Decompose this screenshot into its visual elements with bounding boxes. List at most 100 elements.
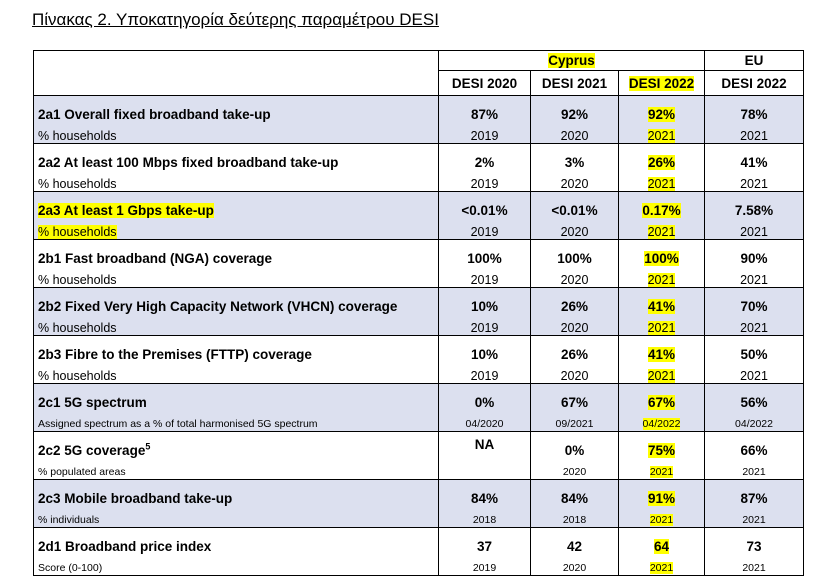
reference-year: 04/2020 (465, 417, 504, 430)
indicator-value: 84% (470, 491, 499, 506)
value-cell: 10% (438, 287, 531, 320)
reference-year: 2021 (742, 465, 766, 478)
unit-label: % populated areas (38, 465, 126, 478)
unit-label: % households (38, 320, 117, 335)
unit-label-cell: Assigned spectrum as a % of total harmon… (33, 416, 439, 432)
value-cell: 41% (704, 143, 805, 176)
indicator-value: 26% (647, 155, 676, 170)
unit-label-cell: Score (0-100) (33, 560, 439, 576)
reference-year: 2021 (647, 128, 676, 143)
indicator-value: NA (474, 437, 495, 452)
year-cell: 2021 (617, 128, 706, 144)
indicator-value: 70% (740, 299, 768, 314)
year-cell: 2021 (704, 176, 805, 192)
indicator-label-cell: 2a1 Overall fixed broadband take-up (33, 95, 439, 128)
indicator-label-cell: 2d1 Broadband price index (33, 527, 439, 560)
unit-label-cell: % individuals (33, 512, 439, 528)
table-subrow: % households 2019 2020 2021 2021 (33, 224, 805, 240)
reference-year: 2020 (560, 224, 589, 239)
indicator-value: 37 (476, 539, 493, 554)
table-row: 2c3 Mobile broadband take-up 84% 84% 91% 87% (33, 479, 805, 512)
reference-year: 2019 (470, 128, 499, 143)
value-cell: 100% (530, 239, 619, 272)
year-cell: 2020 (530, 560, 619, 576)
value-cell: 37 (438, 527, 531, 560)
table-subrow: Assigned spectrum as a % of total harmon… (33, 416, 805, 432)
indicator-value: 0.17% (642, 203, 681, 218)
unit-label: % individuals (38, 513, 100, 526)
reference-year: 2021 (740, 224, 768, 239)
value-cell: 90% (704, 239, 805, 272)
value-cell: 26% (530, 335, 619, 368)
reference-year: 2021 (740, 128, 768, 143)
value-cell: <0.01% (530, 191, 619, 224)
unit-label: % households (38, 128, 117, 143)
unit-label: % households (38, 272, 117, 287)
reference-year: 2021 (649, 465, 674, 478)
year-cell: 2021 (617, 320, 706, 336)
indicator-label: 2c2 5G coverage (38, 443, 146, 458)
reference-year: 2021 (649, 513, 674, 526)
table-row: 2b3 Fibre to the Premises (FTTP) coverag… (33, 335, 805, 368)
table-row: 2a3 At least 1 Gbps take-up <0.01% <0.01% 0… (33, 191, 805, 224)
indicator-label: 2c3 Mobile broadband take-up (38, 491, 233, 506)
indicator-label-cell: 2c3 Mobile broadband take-up (33, 479, 439, 512)
indicator-label-cell: 2b1 Fast broadband (NGA) coverage (33, 239, 439, 272)
value-cell: 91% (617, 479, 706, 512)
reference-year: 2020 (562, 465, 587, 478)
table-subrow: % populated areas 2020 2021 2021 (33, 464, 805, 480)
col-header-desi-2022-eu: DESI 2022 (704, 70, 805, 96)
indicator-value: 100% (644, 251, 679, 266)
indicator-value: 26% (560, 299, 589, 314)
reference-year: 2021 (649, 561, 674, 574)
indicator-label: 2c1 5G spectrum (38, 395, 147, 410)
indicator-label-cell: 2c1 5G spectrum (33, 383, 439, 416)
indicator-label: 2d1 Broadband price index (38, 539, 212, 554)
indicator-value: 10% (470, 299, 499, 314)
table-row: 2b2 Fixed Very High Capacity Network (VH… (33, 287, 805, 320)
year-cell: 04/2022 (617, 416, 706, 432)
value-cell: 70% (704, 287, 805, 320)
year-cell: 04/2022 (704, 416, 805, 432)
year-cell: 2018 (438, 512, 531, 528)
value-cell: 50% (704, 335, 805, 368)
value-cell: 67% (530, 383, 619, 416)
value-cell: 3% (530, 143, 619, 176)
indicator-value: 41% (647, 299, 676, 314)
year-cell: 2021 (704, 368, 805, 384)
table-row: 2c1 5G spectrum 0% 67% 67% 56% (33, 383, 805, 416)
header-cyprus: Cyprus (548, 53, 595, 68)
header-blank (33, 50, 439, 96)
year-cell: 2021 (704, 560, 805, 576)
year-cell: 2021 (617, 512, 706, 528)
reference-year: 2021 (740, 320, 768, 335)
value-cell: 87% (438, 95, 531, 128)
unit-label: % households (38, 368, 117, 383)
col-header-desi-2022-cy-cell: DESI 2022 (617, 70, 706, 96)
reference-year: 2021 (740, 272, 768, 287)
value-cell: NA (438, 431, 531, 480)
indicator-value: 87% (740, 491, 768, 506)
reference-year: 2018 (472, 513, 497, 526)
indicator-value: 50% (740, 347, 768, 362)
value-cell: 87% (704, 479, 805, 512)
reference-year: 2020 (560, 320, 589, 335)
indicator-label-cell: 2a2 At least 100 Mbps fixed broadband ta… (33, 143, 439, 176)
reference-year: 2019 (470, 272, 499, 287)
year-cell: 2019 (438, 560, 531, 576)
indicator-value: 100% (557, 251, 592, 266)
indicator-value: <0.01% (551, 203, 598, 218)
table-row: 2a2 At least 100 Mbps fixed broadband ta… (33, 143, 805, 176)
indicator-value: 0% (474, 395, 495, 410)
indicator-label: 2a1 Overall fixed broadband take-up (38, 107, 271, 122)
year-cell: 2020 (530, 128, 619, 144)
value-cell: 41% (617, 335, 706, 368)
table-subrow: Score (0-100) 2019 2020 2021 2021 (33, 560, 805, 576)
indicator-label-cell: 2b3 Fibre to the Premises (FTTP) coverag… (33, 335, 439, 368)
year-cell: 2020 (530, 224, 619, 240)
value-cell: 66% (704, 431, 805, 464)
col-header-desi-2020: DESI 2020 (438, 70, 531, 96)
value-cell: 26% (530, 287, 619, 320)
unit-label: % households (38, 176, 117, 191)
reference-year: 2019 (470, 368, 499, 383)
